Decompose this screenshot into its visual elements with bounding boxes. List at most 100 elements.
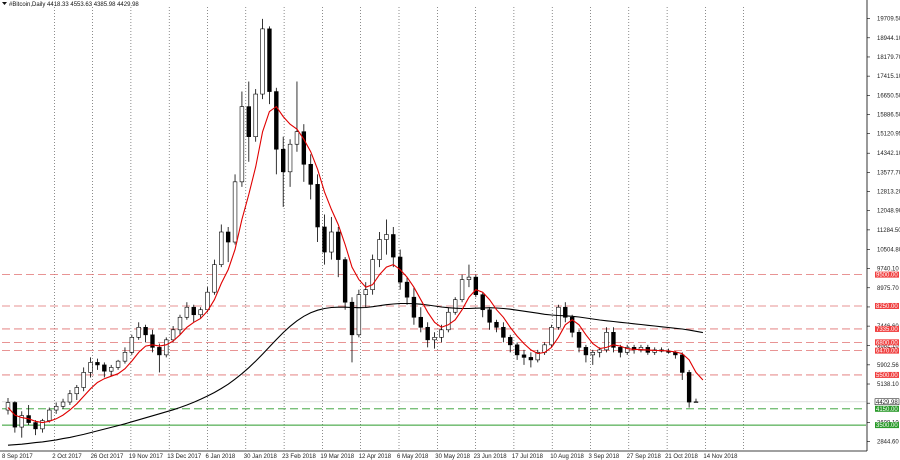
candle-body	[356, 294, 362, 336]
candle-body	[576, 332, 582, 348]
x-tick-label: 10 Aug 2018	[550, 454, 584, 460]
candle-body	[494, 321, 499, 328]
candle-body	[604, 332, 609, 351]
candle-body	[191, 306, 196, 316]
candle-body	[377, 239, 382, 260]
candle-body	[143, 326, 148, 336]
candle-body	[294, 131, 300, 145]
candle-body	[129, 337, 135, 353]
x-tick-label: 13 Dec 2017	[167, 454, 202, 460]
candle-body	[459, 279, 465, 301]
candle-body	[569, 316, 575, 333]
resistance-label: 7335.00	[876, 327, 898, 333]
x-tick-label: 19 Mar 2018	[320, 454, 354, 460]
x-tick-label: 30 Jan 2018	[244, 454, 278, 460]
y-tick-label: 13577.70	[877, 170, 900, 176]
candle-body	[521, 354, 527, 358]
resistance-label: 6800.00	[876, 340, 898, 346]
x-tick-label: 30 May 2018	[435, 454, 470, 460]
candle-body	[198, 309, 203, 316]
candle-body	[33, 422, 38, 430]
y-tick-label: 5138.10	[877, 382, 899, 388]
candle-body	[556, 306, 561, 328]
candle-body	[686, 372, 692, 403]
candle-body	[88, 362, 93, 373]
candle-body	[95, 362, 100, 366]
x-tick-label: 12 Apr 2018	[359, 454, 392, 460]
current-price-label: 4429.98	[876, 400, 898, 406]
y-tick-label: 12048.90	[877, 209, 900, 215]
dropdown-triangle-icon[interactable]	[2, 2, 7, 5]
candle-body	[487, 309, 492, 323]
candle-body	[205, 291, 210, 311]
candle-body	[109, 367, 114, 372]
candle-body	[5, 402, 11, 411]
candle-body	[549, 326, 554, 346]
resistance-label: 8250.00	[876, 304, 898, 310]
candle-body	[81, 372, 86, 388]
x-tick-label: 3 Sep 2018	[589, 454, 620, 460]
candle-body	[322, 226, 327, 253]
candle-body	[274, 91, 279, 150]
candle-body	[177, 316, 183, 331]
candle-body	[260, 28, 265, 95]
fast-moving-average-line	[7, 105, 704, 424]
candle-body	[329, 231, 334, 253]
y-tick-label: 17415.10	[877, 74, 900, 80]
support-label-bg	[875, 422, 899, 429]
candle-body	[501, 326, 506, 338]
y-tick-label: 15886.50	[877, 112, 900, 118]
time-axis: 8 Sep 2017 2 Oct 2017 26 Oct 2017 19 Nov 20…	[0, 450, 867, 460]
resistance-label: 5500.00	[876, 373, 898, 379]
support-label: 4150.00	[876, 407, 898, 413]
moving-averages	[7, 105, 704, 446]
candle-body	[349, 301, 355, 336]
candle-body	[253, 93, 258, 138]
support-label-bg	[875, 405, 899, 412]
current-price-label-bg	[874, 398, 900, 406]
resistance-label-bg	[875, 339, 899, 346]
candle-body	[370, 259, 375, 290]
slow-moving-average-line	[7, 302, 704, 446]
candle-body	[597, 349, 602, 353]
candle-body	[74, 387, 79, 395]
candle-body	[136, 326, 141, 338]
y-tick-label: 12813.20	[877, 190, 900, 196]
candle-body	[246, 106, 251, 138]
candle-body	[170, 329, 176, 341]
candle-body	[453, 299, 458, 313]
candle-body	[563, 306, 568, 318]
y-tick-label: 19709.50	[877, 17, 900, 23]
candle-body	[439, 329, 444, 338]
candle-body	[425, 326, 430, 341]
candle-body	[693, 401, 699, 403]
candle-body	[342, 259, 348, 303]
candle-body	[232, 181, 238, 243]
y-tick-label: 16650.50	[877, 93, 900, 99]
resistance-label-bg	[875, 325, 899, 332]
candle-body	[40, 420, 45, 430]
candle-body	[53, 405, 59, 411]
candle-body	[239, 106, 245, 183]
chart-header: #Bitcoin,Daily 4418.33 4553.63 4385.98 4…	[2, 2, 139, 8]
candle-body	[618, 347, 623, 353]
candle-body	[122, 352, 128, 362]
candle-body	[363, 289, 368, 295]
candle-body	[315, 184, 320, 228]
y-tick-label: 11284.50	[877, 228, 900, 234]
resistance-label-bg	[875, 271, 899, 278]
candle-body	[115, 360, 121, 368]
x-tick-label: 26 Oct 2017	[91, 454, 124, 460]
candle-body	[301, 131, 307, 165]
candle-body	[391, 234, 396, 258]
candle-body	[287, 143, 293, 173]
candle-body	[411, 296, 417, 318]
x-tick-label: 21 Oct 2018	[665, 454, 698, 460]
vertical-grid	[53, 7, 745, 451]
x-tick-label: 6 Jan 2018	[206, 454, 236, 460]
x-tick-label: 27 Sep 2018	[627, 454, 662, 460]
x-tick-label: 23 Feb 2018	[282, 454, 316, 460]
